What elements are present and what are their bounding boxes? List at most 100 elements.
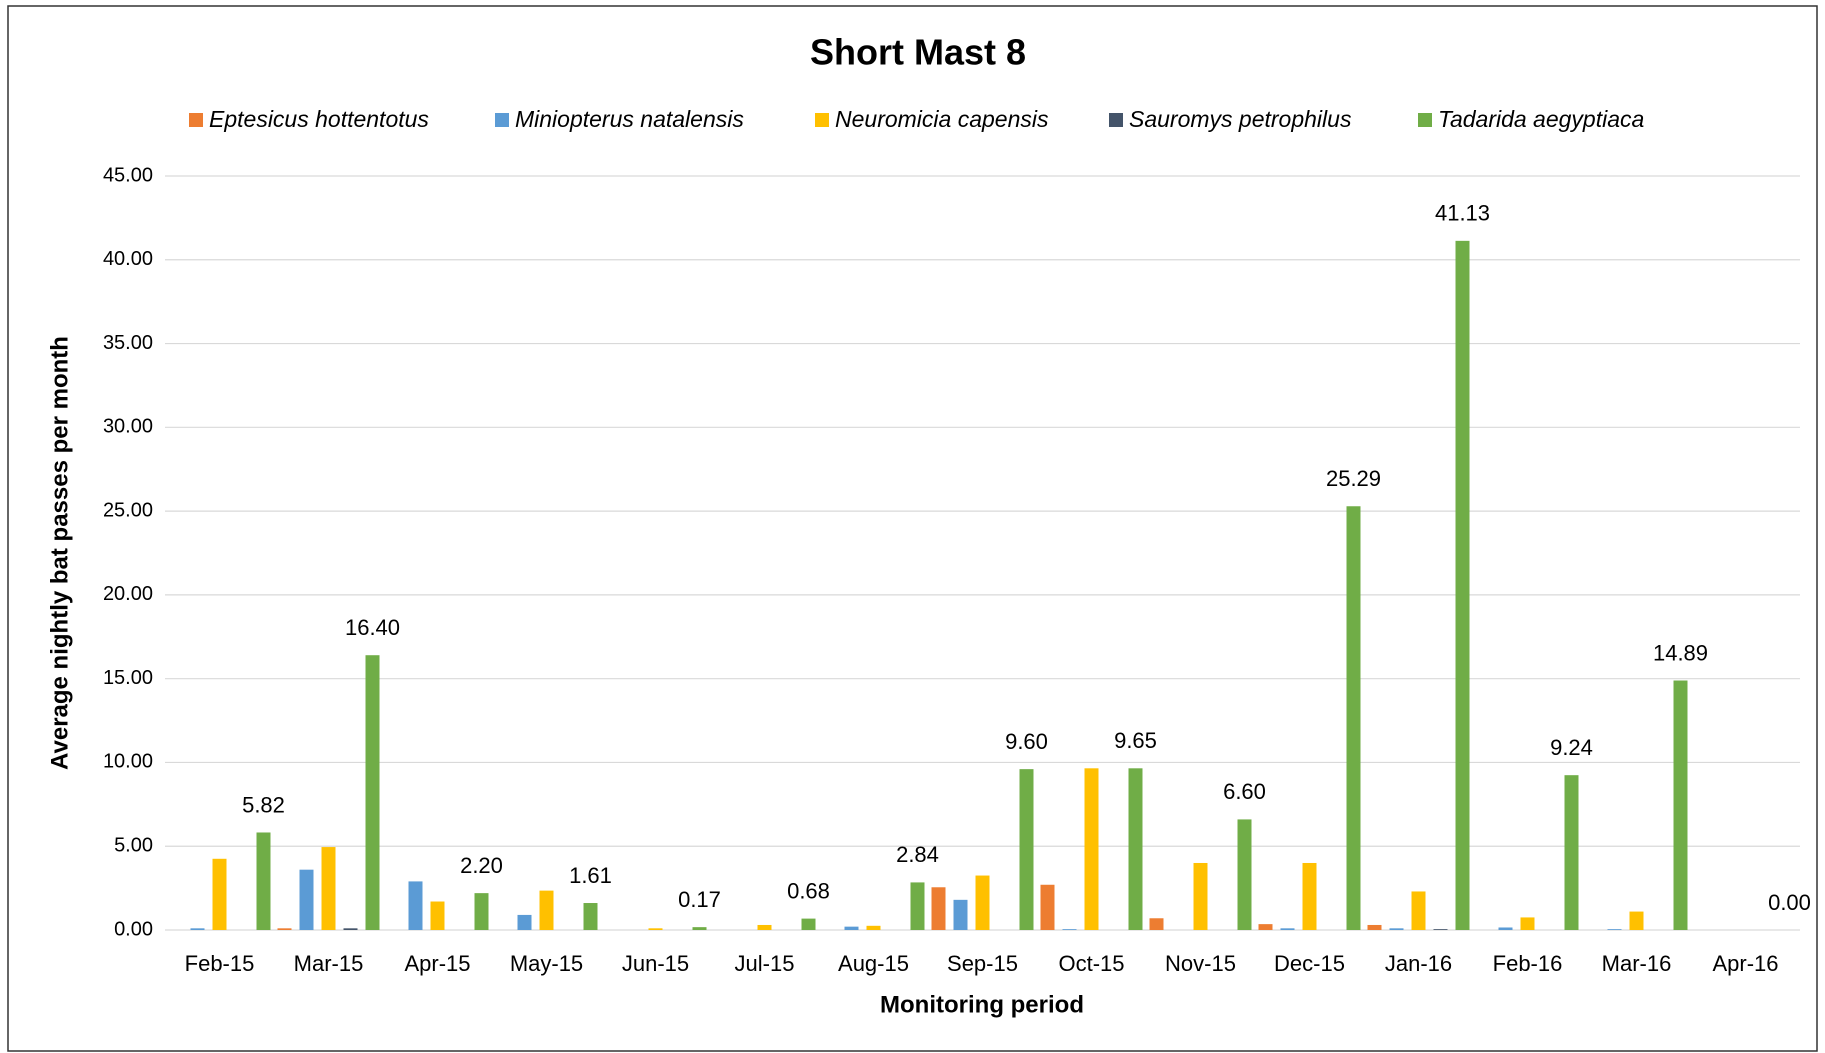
x-axis-title: Monitoring period — [880, 991, 1084, 1018]
data-label: 6.60 — [1223, 779, 1266, 804]
bar — [408, 881, 423, 930]
bar — [1673, 680, 1688, 930]
bar — [692, 927, 707, 930]
data-label: 0.00 — [1768, 890, 1811, 915]
y-tick-label: 20.00 — [103, 583, 153, 605]
bar — [277, 928, 292, 930]
x-tick-label: Oct-15 — [1058, 951, 1124, 976]
data-label: 14.89 — [1653, 640, 1708, 665]
data-label: 9.65 — [1114, 728, 1157, 753]
data-label: 0.68 — [787, 878, 830, 903]
bar — [190, 928, 205, 930]
bar — [953, 899, 968, 930]
bar — [474, 893, 489, 930]
bar — [648, 928, 663, 930]
bar — [539, 890, 554, 930]
bar — [1433, 929, 1448, 930]
bar — [1564, 775, 1579, 930]
data-label: 0.17 — [678, 887, 721, 912]
legend-label: Tadarida aegyptiaca — [1438, 106, 1644, 132]
bar — [212, 858, 227, 930]
bar — [1520, 917, 1535, 930]
data-label: 2.84 — [896, 842, 939, 867]
x-tick-label: Mar-15 — [294, 951, 364, 976]
bar — [1258, 924, 1273, 930]
data-label: 41.13 — [1435, 201, 1490, 226]
bar — [1302, 862, 1317, 930]
bar — [757, 924, 772, 930]
x-tick-label: Apr-15 — [404, 951, 470, 976]
x-tick-label: Feb-15 — [185, 951, 255, 976]
data-label: 5.82 — [242, 792, 285, 817]
bar — [1455, 240, 1470, 930]
data-label: 2.20 — [460, 853, 503, 878]
data-label: 9.24 — [1550, 735, 1593, 760]
y-tick-label: 0.00 — [114, 918, 153, 940]
x-tick-label: Apr-16 — [1712, 951, 1778, 976]
x-tick-label: Nov-15 — [1165, 951, 1236, 976]
bar — [866, 925, 881, 930]
bar — [1062, 929, 1077, 930]
y-tick-label: 35.00 — [103, 332, 153, 354]
y-tick-label: 25.00 — [103, 499, 153, 521]
bar — [583, 903, 598, 930]
bar — [299, 869, 314, 930]
x-tick-label: Dec-15 — [1274, 951, 1345, 976]
data-label: 16.40 — [345, 615, 400, 640]
y-tick-label: 10.00 — [103, 751, 153, 773]
bar — [517, 914, 532, 930]
bar — [321, 847, 336, 930]
bar — [256, 832, 271, 930]
bar — [910, 882, 925, 930]
data-label: 1.61 — [569, 863, 612, 888]
y-tick-label: 40.00 — [103, 248, 153, 270]
bar — [1411, 891, 1426, 930]
legend-label: Neuromicia capensis — [835, 106, 1049, 132]
y-tick-label: 45.00 — [103, 164, 153, 186]
bar — [1629, 911, 1644, 930]
y-axis-title: Average nightly bat passes per month — [46, 336, 73, 770]
legend-swatch — [189, 113, 203, 127]
x-tick-label: May-15 — [510, 951, 583, 976]
x-tick-label: Feb-16 — [1493, 951, 1563, 976]
bar — [1040, 884, 1055, 930]
bar — [1237, 819, 1252, 930]
legend-label: Miniopterus natalensis — [515, 106, 744, 132]
chart-title: Short Mast 8 — [810, 32, 1026, 73]
legend-swatch — [1418, 113, 1432, 127]
bar — [1149, 918, 1164, 930]
y-tick-label: 5.00 — [114, 835, 153, 857]
bar — [1607, 929, 1622, 930]
y-tick-label: 30.00 — [103, 416, 153, 438]
bar — [343, 928, 358, 930]
x-tick-label: Jul-15 — [735, 951, 795, 976]
bar — [430, 901, 445, 930]
legend-label: Eptesicus hottentotus — [209, 106, 429, 132]
x-tick-label: Jan-16 — [1385, 951, 1452, 976]
bar — [1019, 769, 1034, 930]
y-tick-label: 15.00 — [103, 667, 153, 689]
bar — [1346, 506, 1361, 930]
legend-swatch — [495, 113, 509, 127]
legend-swatch — [1109, 113, 1123, 127]
bar — [1367, 924, 1382, 930]
bar — [1193, 862, 1208, 930]
bar — [1498, 927, 1513, 930]
data-label: 9.60 — [1005, 729, 1048, 754]
bar — [801, 918, 816, 930]
bar — [1128, 768, 1143, 930]
bar — [931, 887, 946, 930]
x-tick-label: Sep-15 — [947, 951, 1018, 976]
x-tick-label: Aug-15 — [838, 951, 909, 976]
bar — [1084, 768, 1099, 930]
bar — [365, 655, 380, 930]
bar — [1389, 928, 1404, 930]
legend-label: Sauromys petrophilus — [1129, 106, 1352, 132]
x-tick-label: Mar-16 — [1602, 951, 1672, 976]
legend-swatch — [815, 113, 829, 127]
bar — [975, 875, 990, 930]
bar — [844, 926, 859, 930]
bar — [1280, 928, 1295, 930]
x-tick-label: Jun-15 — [622, 951, 689, 976]
